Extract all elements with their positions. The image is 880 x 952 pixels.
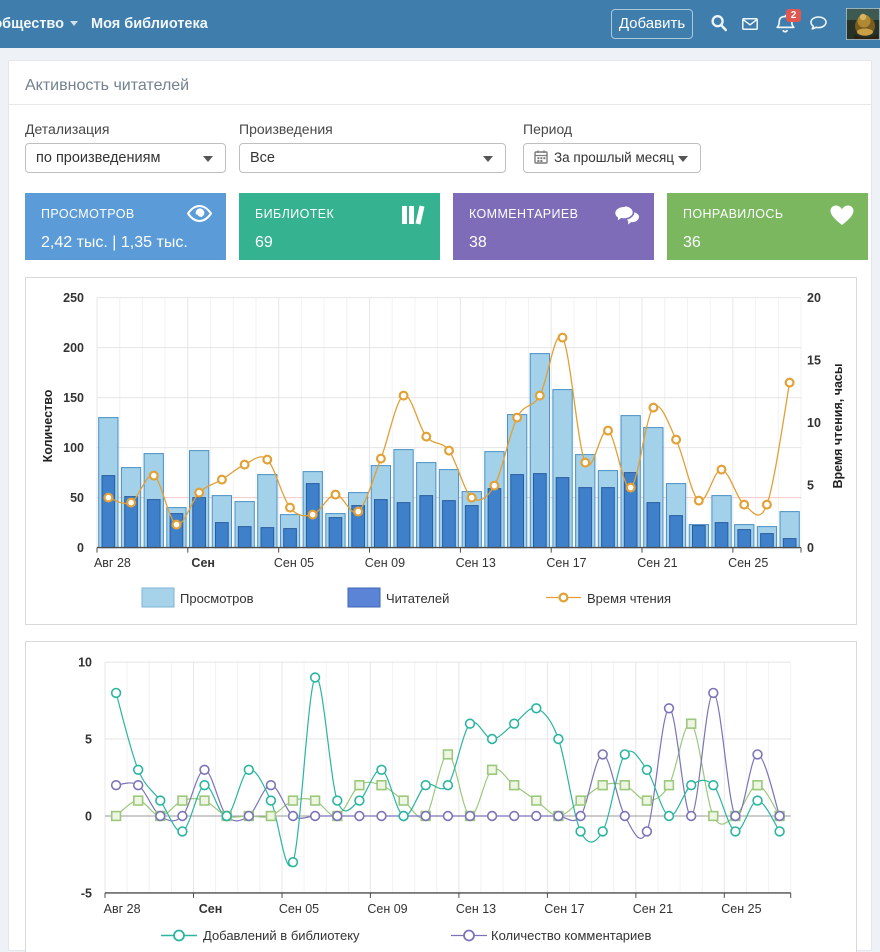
svg-text:Сен 21: Сен 21	[633, 902, 673, 916]
svg-text:5: 5	[807, 479, 814, 493]
svg-text:150: 150	[63, 391, 84, 405]
svg-text:Читателей: Читателей	[386, 591, 449, 606]
svg-text:Сен 09: Сен 09	[367, 902, 407, 916]
svg-text:Сен 05: Сен 05	[274, 556, 314, 570]
svg-text:Авг 28: Авг 28	[94, 556, 131, 570]
svg-text:100: 100	[63, 441, 84, 455]
svg-text:Сен 09: Сен 09	[365, 556, 405, 570]
svg-text:-5: -5	[81, 886, 92, 900]
svg-text:250: 250	[63, 291, 84, 305]
svg-text:Авг 28: Авг 28	[104, 902, 141, 916]
svg-text:Просмотров: Просмотров	[180, 591, 254, 606]
svg-text:Сен: Сен	[199, 902, 223, 916]
svg-text:Время чтения: Время чтения	[587, 591, 671, 606]
svg-text:0: 0	[85, 810, 92, 824]
svg-text:10: 10	[807, 416, 821, 430]
svg-text:Количество комментариев: Количество комментариев	[491, 928, 652, 943]
svg-text:Сен 17: Сен 17	[544, 902, 584, 916]
svg-text:5: 5	[85, 733, 92, 747]
svg-text:Сен 13: Сен 13	[456, 556, 496, 570]
svg-text:0: 0	[77, 541, 84, 555]
svg-text:20: 20	[807, 291, 821, 305]
svg-text:Добавлений в библиотеку: Добавлений в библиотеку	[203, 928, 360, 943]
svg-text:Сен 05: Сен 05	[279, 902, 319, 916]
svg-text:50: 50	[70, 491, 84, 505]
svg-text:Сен: Сен	[191, 556, 215, 570]
svg-text:Сен 25: Сен 25	[721, 902, 761, 916]
svg-text:Сен 25: Сен 25	[728, 556, 768, 570]
svg-text:10: 10	[78, 656, 92, 670]
svg-text:Время чтения, часы: Время чтения, часы	[831, 363, 845, 488]
svg-text:Сен 17: Сен 17	[546, 556, 586, 570]
svg-text:Количество: Количество	[41, 389, 55, 462]
svg-text:0: 0	[807, 541, 814, 555]
svg-text:15: 15	[807, 354, 821, 368]
svg-text:Сен 21: Сен 21	[637, 556, 677, 570]
svg-text:Сен 13: Сен 13	[456, 902, 496, 916]
svg-text:200: 200	[63, 341, 84, 355]
